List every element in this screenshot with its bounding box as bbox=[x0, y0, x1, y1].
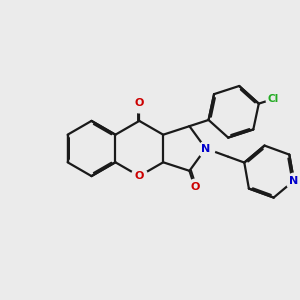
Text: N: N bbox=[201, 143, 210, 154]
Text: O: O bbox=[135, 171, 144, 181]
Text: Cl: Cl bbox=[268, 94, 279, 104]
Text: N: N bbox=[289, 176, 298, 186]
Text: O: O bbox=[190, 182, 200, 192]
Text: O: O bbox=[135, 98, 144, 109]
